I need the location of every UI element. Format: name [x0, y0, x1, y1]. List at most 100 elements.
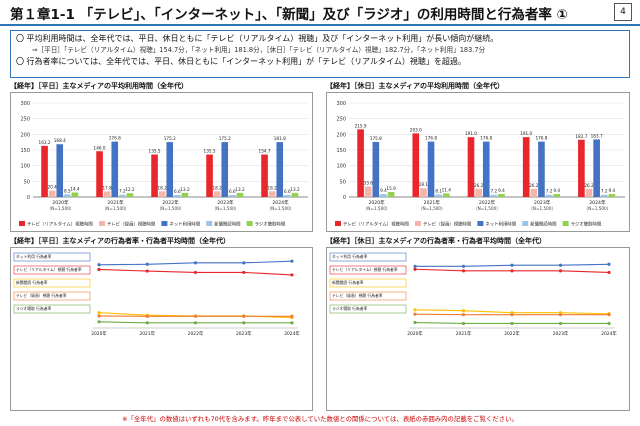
legend-box — [13, 304, 91, 314]
y-tick-label: 50 — [340, 179, 346, 185]
bar — [181, 192, 189, 197]
data-point — [413, 308, 417, 312]
bar-value-label: 175.2 — [219, 136, 231, 141]
legend-label: テレビ（リアルタイム）視聴時間 — [343, 221, 409, 228]
bar — [284, 194, 291, 197]
legend-label: ネット利用時間 — [485, 221, 516, 228]
bar-value-label: 176.8 — [425, 136, 437, 141]
bar-value-label: 26.2 — [474, 183, 484, 188]
x-tick-label: 2024年 — [284, 330, 300, 337]
legend-label: テレビ（リアルタイム）視聴時間 — [27, 221, 93, 228]
bar-value-label: 7.2 — [546, 189, 553, 194]
y-tick-label: 150 — [20, 148, 30, 154]
page-number: 4 — [614, 3, 632, 21]
bar — [206, 154, 213, 197]
bar-value-label: 6.6 — [174, 189, 181, 194]
bar — [111, 141, 119, 197]
bar-value-label: 176.8 — [480, 136, 492, 141]
legend-swatch — [415, 221, 421, 226]
bar-value-label: 13.2 — [235, 187, 245, 192]
bar — [420, 188, 427, 197]
y-tick-label: 0 — [27, 195, 30, 201]
data-point — [510, 313, 514, 317]
bar-value-label: 13.2 — [290, 187, 300, 192]
data-point — [413, 267, 417, 271]
legend-label: ラジオ聴取 行為者率 — [332, 306, 368, 311]
chart-panel-weekday-rate: ネット利用 行為者率 テレビ（リアルタイム）視聴 行為者率 新聞閲読 行為者率 テレビ… — [10, 247, 313, 411]
data-point — [97, 263, 101, 267]
chart-title-holiday-time: 【経年】［休日］主なメディアの平均利用時間（全年代） — [326, 82, 505, 90]
bar — [585, 188, 593, 197]
y-tick-label: 100 — [336, 164, 346, 170]
x-tick-label: 2024年 — [272, 199, 289, 206]
x-tick-label: 2020年 — [368, 199, 385, 206]
chart-title-holiday-rate: 【経年】［休日］主なメディアの行為者率・行為者平均時間（全年代） — [326, 237, 547, 245]
data-point — [413, 312, 417, 316]
bar-value-label: 18.2 — [157, 185, 167, 190]
bar — [103, 191, 111, 197]
bar-value-label: 168.4 — [54, 138, 66, 143]
x-tick-label: 2021年 — [456, 330, 472, 337]
bar-value-label: 215.9 — [355, 123, 367, 128]
x-tick-label: 2022年 — [162, 199, 179, 206]
x-tick-label: 2024年 — [589, 199, 606, 206]
bar — [96, 151, 103, 197]
data-point — [242, 321, 246, 325]
data-point — [461, 269, 466, 273]
data-point — [607, 321, 611, 326]
bar — [435, 194, 442, 197]
data-point — [97, 314, 101, 318]
legend-label: ネット利用時間 — [169, 221, 200, 228]
bar — [71, 192, 79, 197]
bar-value-label: 146.0 — [94, 145, 106, 150]
bar-value-label: 12.2 — [125, 187, 135, 192]
bar-value-label: 9.4 — [380, 188, 387, 193]
data-point — [242, 270, 246, 275]
chart-title-weekday-rate: 【経年】［平日］主なメディアの行為者率・行為者平均時間（全年代） — [10, 237, 231, 245]
x-tick-label: 2023年 — [236, 330, 252, 337]
bar-value-label: 183.7 — [591, 133, 603, 138]
bar-value-label: 13.2 — [180, 187, 190, 192]
bar-value-label: 175.2 — [164, 136, 176, 141]
bar — [48, 190, 56, 197]
chart-title-weekday-time: 【経年】［平日］主なメディアの平均利用時間（全年代） — [10, 82, 189, 90]
x-tick-sublabel: （N=1,500） — [584, 206, 611, 211]
bar-value-label: 17.8 — [102, 185, 112, 190]
x-tick-label: 2022年 — [504, 330, 520, 337]
legend-swatch — [335, 221, 341, 226]
x-tick-label: 2021年 — [139, 330, 155, 337]
y-tick-label: 300 — [336, 101, 346, 107]
legend-box — [329, 265, 407, 275]
legend-label: テレビ（録画）視聴時間 — [107, 221, 156, 228]
legend-swatch — [99, 221, 105, 226]
legend-label: ラジオ聴取 行為者率 — [16, 306, 52, 311]
bar-value-label: 20.4 — [47, 185, 57, 190]
data-point — [558, 263, 563, 267]
x-tick-sublabel: （N=1,500） — [529, 206, 556, 211]
x-tick-label: 2021年 — [424, 199, 441, 206]
bar-value-label: 18.2 — [267, 185, 277, 190]
bar-value-label: 176.8 — [535, 136, 547, 141]
data-point — [290, 259, 294, 263]
bar-value-label: 14.4 — [70, 186, 80, 191]
bar — [166, 142, 174, 197]
bar — [174, 194, 181, 197]
bar-value-label: 203.0 — [410, 127, 422, 132]
bar — [412, 133, 420, 197]
data-point — [97, 311, 101, 315]
legend-label: ネット利用 行為者率 — [332, 254, 368, 259]
x-tick-label: 2020年 — [52, 199, 69, 206]
x-tick-sublabel: （N=1,500） — [212, 206, 239, 211]
data-point — [290, 321, 294, 325]
bar — [221, 142, 229, 197]
bar — [261, 154, 268, 197]
data-point — [97, 320, 101, 324]
data-point — [193, 261, 198, 265]
legend-label: 新聞閲読時間 — [214, 221, 241, 228]
bar — [522, 137, 530, 197]
legend-swatch — [19, 221, 25, 226]
y-tick-label: 250 — [20, 117, 30, 123]
bar — [372, 141, 380, 197]
y-tick-label: 50 — [24, 179, 30, 185]
data-point — [461, 264, 466, 268]
